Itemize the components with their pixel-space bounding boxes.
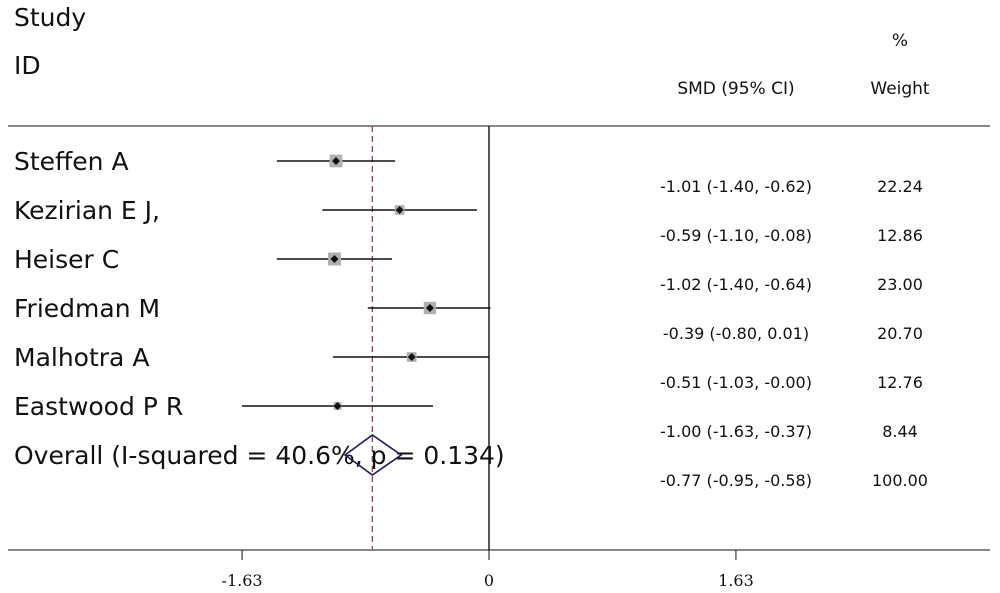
ci-value: -0.39 (-0.80, 0.01) [663, 324, 809, 343]
weight-value: 8.44 [882, 422, 918, 441]
point-estimate [331, 157, 340, 165]
point-estimate [395, 206, 404, 214]
weight-value: 20.70 [877, 324, 923, 343]
overall-weight-value: 100.00 [872, 471, 928, 490]
study-label: Malhotra A [14, 343, 149, 372]
ci-value: -1.01 (-1.40, -0.62) [660, 177, 812, 196]
header-study: Study [14, 3, 86, 32]
overall-ci-value: -0.77 (-0.95, -0.58) [660, 471, 812, 490]
weight-value: 12.86 [877, 226, 923, 245]
study-label: Heiser C [14, 245, 119, 274]
ci-value: -0.51 (-1.03, -0.00) [660, 373, 812, 392]
weight-value: 23.00 [877, 275, 923, 294]
point-estimate [333, 402, 342, 410]
plot-layer: Steffen A -1.01 (-1.40, -0.62) 22.24 Keziri… [14, 126, 928, 590]
x-tick-label: -1.63 [222, 571, 263, 590]
x-tick-label: 1.63 [718, 571, 754, 590]
x-tick-label: 0 [484, 571, 494, 590]
study-label: Kezirian E J, [14, 196, 160, 225]
ci-value: -1.02 (-1.40, -0.64) [660, 275, 812, 294]
ci-value: -0.59 (-1.10, -0.08) [660, 226, 812, 245]
header-weight: Weight [870, 79, 930, 99]
study-label: Steffen A [14, 147, 129, 176]
header-weight-pct: % [892, 31, 908, 51]
study-label: Friedman M [14, 294, 160, 323]
weight-value: 12.76 [877, 373, 923, 392]
weight-value: 22.24 [877, 177, 923, 196]
overall-label: Overall (I-squared = 40.6%, p = 0.134) [14, 441, 505, 470]
header-id: ID [14, 51, 41, 80]
study-label: Eastwood P R [14, 392, 183, 421]
point-estimate [425, 304, 434, 312]
ci-value: -1.00 (-1.63, -0.37) [660, 422, 812, 441]
point-estimate [330, 255, 339, 263]
point-estimate [407, 353, 416, 361]
overall-diamond [343, 434, 403, 476]
header-effect: SMD (95% CI) [677, 79, 794, 99]
